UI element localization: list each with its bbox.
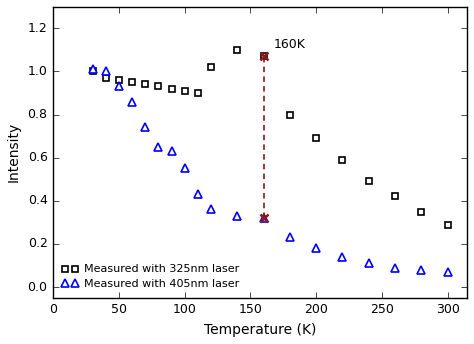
Measured with 405nm laser <box>116 84 122 88</box>
Measured with 405nm laser <box>142 125 148 129</box>
Measured with 325nm laser <box>313 136 319 140</box>
Measured with 405nm laser <box>287 235 292 239</box>
Measured with 325nm laser <box>366 179 372 183</box>
Measured with 405nm laser <box>445 270 450 274</box>
Measured with 325nm laser <box>169 87 174 91</box>
Measured with 405nm laser <box>103 69 109 73</box>
Measured with 405nm laser <box>182 166 188 171</box>
Measured with 325nm laser <box>261 54 266 58</box>
Measured with 325nm laser <box>235 48 240 52</box>
Measured with 405nm laser <box>90 67 95 71</box>
Measured with 325nm laser <box>195 91 201 95</box>
Measured with 325nm laser <box>155 84 161 88</box>
Measured with 325nm laser <box>90 69 95 73</box>
Measured with 405nm laser <box>392 266 398 270</box>
Line: Measured with 325nm laser: Measured with 325nm laser <box>89 46 451 228</box>
Measured with 325nm laser <box>339 158 345 162</box>
Measured with 405nm laser <box>419 268 424 272</box>
Measured with 405nm laser <box>195 192 201 196</box>
Measured with 405nm laser <box>155 145 161 149</box>
Measured with 325nm laser <box>445 223 450 227</box>
Measured with 325nm laser <box>103 76 109 80</box>
Measured with 405nm laser <box>339 255 345 259</box>
Measured with 405nm laser <box>261 216 266 220</box>
Measured with 405nm laser <box>366 261 372 265</box>
Measured with 405nm laser <box>208 207 214 212</box>
Measured with 405nm laser <box>235 214 240 218</box>
Measured with 405nm laser <box>129 99 135 104</box>
Measured with 405nm laser <box>313 246 319 250</box>
Measured with 325nm laser <box>287 112 292 117</box>
Text: 160K: 160K <box>274 37 306 51</box>
Line: Measured with 405nm laser: Measured with 405nm laser <box>89 65 452 276</box>
X-axis label: Temperature (K): Temperature (K) <box>204 323 317 337</box>
Legend: Measured with 325nm laser, Measured with 405nm laser: Measured with 325nm laser, Measured with… <box>59 261 243 292</box>
Measured with 325nm laser <box>142 82 148 86</box>
Measured with 325nm laser <box>129 80 135 84</box>
Measured with 325nm laser <box>116 78 122 82</box>
Measured with 325nm laser <box>182 89 188 93</box>
Measured with 325nm laser <box>392 194 398 198</box>
Measured with 405nm laser <box>169 149 174 153</box>
Measured with 325nm laser <box>419 209 424 214</box>
Y-axis label: Intensity: Intensity <box>7 122 21 182</box>
Measured with 325nm laser <box>208 65 214 69</box>
